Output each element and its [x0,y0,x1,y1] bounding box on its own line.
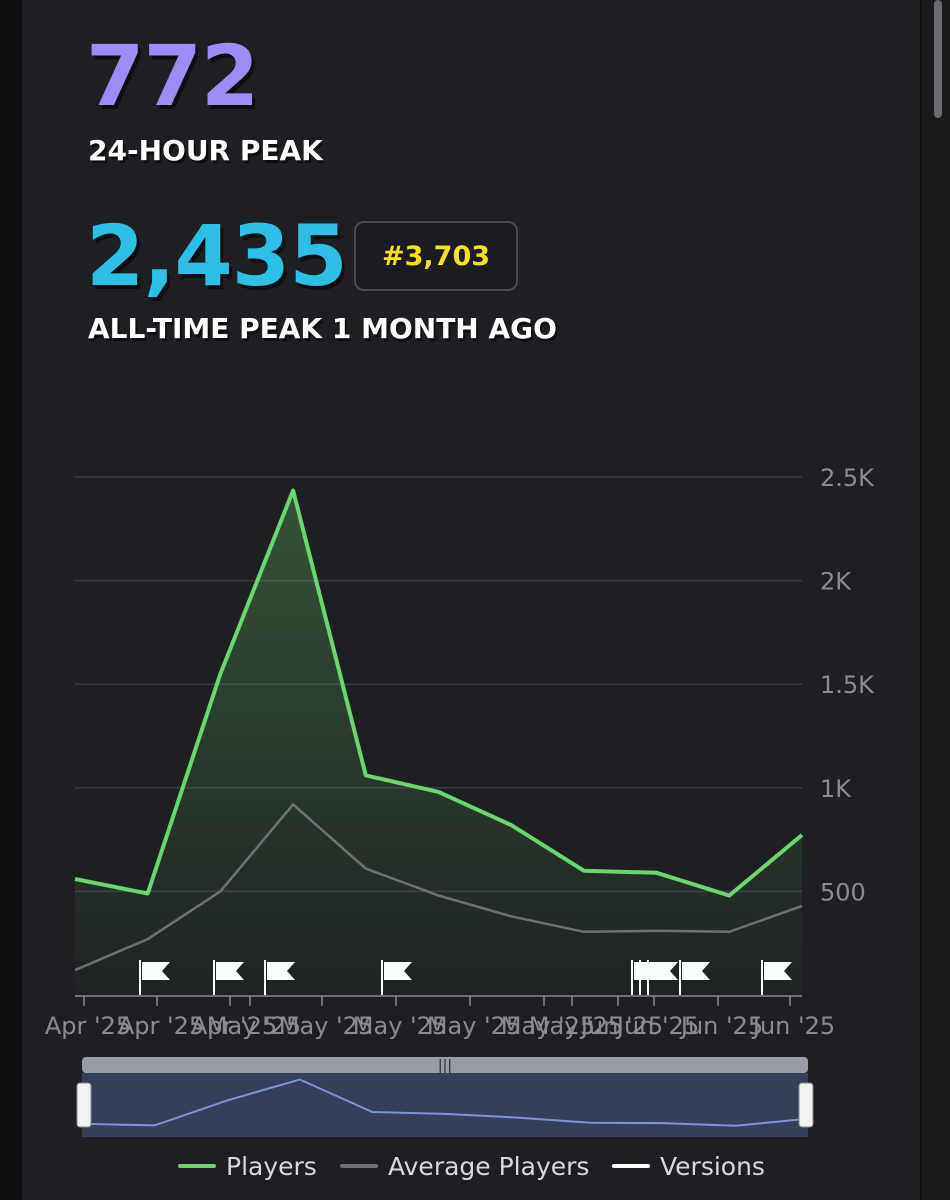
x-tick-label: May '25 [207,1012,301,1040]
y-tick-label: 2.5K [820,464,875,492]
chart-panel [22,0,920,1200]
y-tick-label: 2K [820,568,852,596]
x-tick-label: May '25 [427,1012,521,1040]
navigator-grip-icon: ||| [438,1058,452,1074]
x-tick-label: Apr '25 [191,1012,277,1040]
x-tick-label: May '25 [529,1012,623,1040]
x-tick-label: Jun '25 [751,1012,835,1040]
navigator-left-handle [76,1082,92,1128]
x-tick-label: May '25 [279,1012,373,1040]
legend-average-players-label: Average Players [388,1151,590,1181]
series-layer [74,488,804,995]
x-tick-label: Jun '25 [615,1012,699,1040]
all-time-peak-label: ALL-TIME PEAK 1 MONTH AGO [88,312,557,345]
all-time-peak-value: 2,435 [86,207,348,305]
x-tick-label: Apr '25 [118,1012,204,1040]
players-area-fill [75,490,802,995]
legend-versions[interactable]: Versions [612,1146,765,1186]
chart-legend: Players Average Players Versions [0,1146,950,1186]
navigator-scrollbar [82,1057,808,1073]
legend-players[interactable]: Players [178,1146,317,1186]
x-tick-label: Jun '25 [679,1012,763,1040]
y-tick-label: 500 [820,878,866,906]
navigator-window [82,1073,808,1137]
navigator-series-line [81,1078,809,1127]
peak-24h-value: 772 [86,27,259,125]
scrollbar-thumb[interactable] [934,0,942,118]
players-swatch [178,1164,216,1168]
versions-swatch [612,1164,650,1168]
navigator-right-handle [798,1082,814,1128]
y-tick-label: 1.5K [820,671,875,699]
legend-versions-label: Versions [660,1151,765,1181]
y-tick-label: 1K [820,775,852,803]
rank-badge: #3,703 [354,221,518,291]
range-navigator[interactable]: ||| [76,1057,814,1137]
x-tick-label: May '25 [353,1012,447,1040]
scrollbar-track[interactable] [922,0,950,1200]
y-tick-labels: 500 1K 1.5K 2K 2.5K [820,464,875,906]
legend-average-players[interactable]: Average Players [340,1146,589,1186]
legend-players-label: Players [226,1151,317,1181]
x-tick-label: Apr '25 [45,1012,131,1040]
x-tick-label: Jun '25 [579,1012,663,1040]
average-players-swatch [340,1164,378,1168]
peak-24h-label: 24-HOUR PEAK [88,134,323,167]
x-tick-label: May '25 [501,1012,595,1040]
